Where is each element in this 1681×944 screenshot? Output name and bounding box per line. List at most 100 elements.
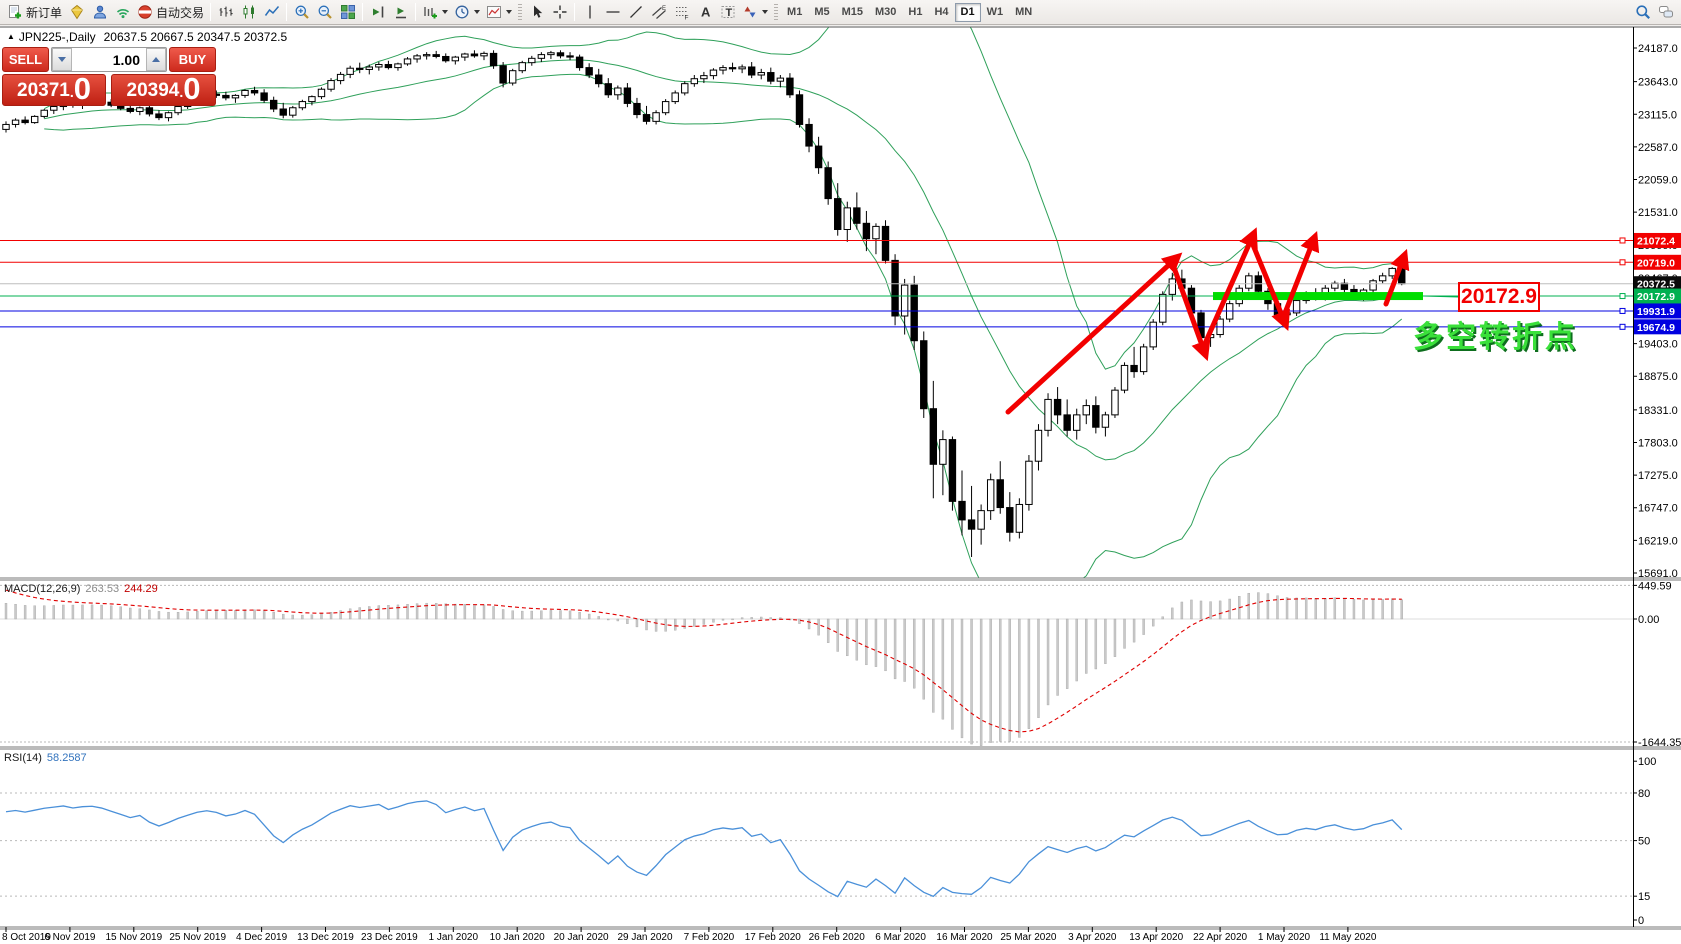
triangle-up-icon [152,57,160,62]
price-tick-label: 17275.0 [1638,470,1678,482]
svg-text:E: E [662,6,666,12]
vline-icon [588,5,591,19]
level-price-text: 20719.0 [1637,257,1675,269]
timeframe-h4-button[interactable]: H4 [934,6,949,18]
cursor-icon [533,5,542,18]
triangle-down-icon [58,57,66,62]
buy-price-display[interactable]: 20394. 0 [111,73,216,106]
sell-price-frac: 0 [73,71,91,106]
candlestick-chart-button[interactable] [237,2,260,23]
level-line-handle[interactable] [1619,259,1626,266]
macd-axis-label: 449.59 [1638,580,1672,592]
level-price-badge [1634,276,1681,292]
buy-button[interactable]: BUY [169,47,216,72]
dropdown-caret-icon [762,10,769,14]
timeframe-h1-button[interactable]: H1 [908,6,923,18]
svg-text:A: A [701,5,711,20]
chat-button[interactable] [1654,2,1677,23]
signals-button[interactable] [111,2,134,23]
volume-increase-button[interactable] [146,48,166,71]
zoom-out-button[interactable] [313,2,336,23]
channel-icon: E [651,6,666,19]
zigzag-arrow-segment[interactable] [1005,252,1183,415]
profiles-button[interactable] [88,2,111,23]
equidistant-channel-button[interactable]: E [647,2,670,23]
new-chart-button[interactable] [419,2,451,23]
level-line-handle[interactable] [1619,293,1626,300]
zigzag-arrow-segment[interactable] [1169,259,1211,362]
date-tick-label: 23 Dec 2019 [361,932,418,943]
clock-icon [455,5,469,19]
level-line-handle[interactable] [1619,307,1626,314]
zoomout-icon [318,5,332,19]
toolbar-separator [286,3,288,21]
chart-ohlc-values: 20637.5 20667.5 20347.5 20372.5 [103,30,288,44]
timeframe-mn-button[interactable]: MN [1015,6,1033,18]
market-watch-button[interactable] [65,2,88,23]
turning-point-annotation[interactable]: 多空转折点 [1413,320,1578,355]
horizontal-line-button[interactable] [601,2,624,23]
rsi-axis-label: 0 [1638,915,1644,927]
chart-shift-button[interactable] [366,2,389,23]
sell-button[interactable]: SELL [2,47,49,72]
price-tick-label: 18331.0 [1638,405,1678,417]
timeframe-m15-button[interactable]: M15 [841,6,863,18]
horizontal-level-lines[interactable] [0,237,1633,330]
vertical-line-button[interactable] [578,2,601,23]
pane-separators[interactable] [0,26,1681,930]
timeframe-m1-button[interactable]: M1 [787,6,803,18]
volume-stepper: 1.00 [51,47,167,72]
price-tick-label: 19403.0 [1638,339,1678,351]
volume-value[interactable]: 1.00 [112,52,140,68]
auto-scroll-button[interactable] [389,2,412,23]
level-price-text: 19931.9 [1637,306,1675,318]
price-callout-label[interactable]: 20172.9 [1458,282,1540,312]
template-icon [487,6,502,18]
zigzag-arrow-segment[interactable] [1248,237,1290,331]
price-tick-label: 17803.0 [1638,437,1678,449]
chart-symbol-period: JPN225-,Daily [18,30,96,44]
fibonacci-button[interactable]: F [670,2,693,23]
signal-icon [116,9,129,19]
date-tick-label: 7 Feb 2020 [684,932,735,943]
templates-button[interactable] [483,2,515,23]
zoom-in-button[interactable] [290,2,313,23]
new-order-button[interactable]: 新订单 [4,2,65,23]
level-line-handle[interactable] [1619,237,1626,244]
svg-text:F: F [684,15,688,21]
line-chart-button[interactable] [260,2,283,23]
sell-price-int: 20371 [17,80,70,101]
timeframe-m30-button[interactable]: M30 [875,6,897,18]
volume-decrease-button[interactable] [52,48,72,71]
support-bar[interactable] [1213,292,1423,301]
auto-trading-button-label: 自动交易 [156,5,205,20]
timeframe-d1-button[interactable]: D1 [954,2,981,22]
breakout-arrow[interactable] [1383,248,1410,307]
textA-icon: A [701,5,711,20]
bar-chart-button[interactable] [214,2,237,23]
drawn-annotations[interactable] [1005,227,1459,415]
collapse-trade-panel-icon[interactable]: ▲ [7,32,15,41]
level-line-handle[interactable] [1619,323,1626,330]
tile-windows-button[interactable] [336,2,359,23]
docplus-icon [9,5,21,19]
crosshair-button[interactable] [548,2,571,23]
periods-button[interactable] [451,2,483,23]
date-tick-label: 4 Dec 2019 [236,932,288,943]
zigzag-arrow-segment[interactable] [1280,230,1320,321]
text-label-button[interactable]: T [716,2,739,23]
text-button[interactable]: A [693,2,716,23]
timeframe-w1-button[interactable]: W1 [986,6,1004,18]
search-button[interactable] [1631,2,1654,23]
svg-text:T: T [725,7,732,19]
date-tick-label: 13 Dec 2019 [297,932,354,943]
trendline-button[interactable] [624,2,647,23]
arrows-button[interactable] [739,2,771,23]
cursor-button[interactable] [525,2,548,23]
level-price-badge [1634,303,1681,319]
timeframe-m5-button[interactable]: M5 [814,6,830,18]
auto-trading-button[interactable]: 自动交易 [134,2,207,23]
rsi-axis-label: 15 [1638,891,1650,903]
sell-price-display[interactable]: 20371. 0 [2,71,106,106]
zigzag-arrow-segment[interactable] [1200,227,1258,351]
